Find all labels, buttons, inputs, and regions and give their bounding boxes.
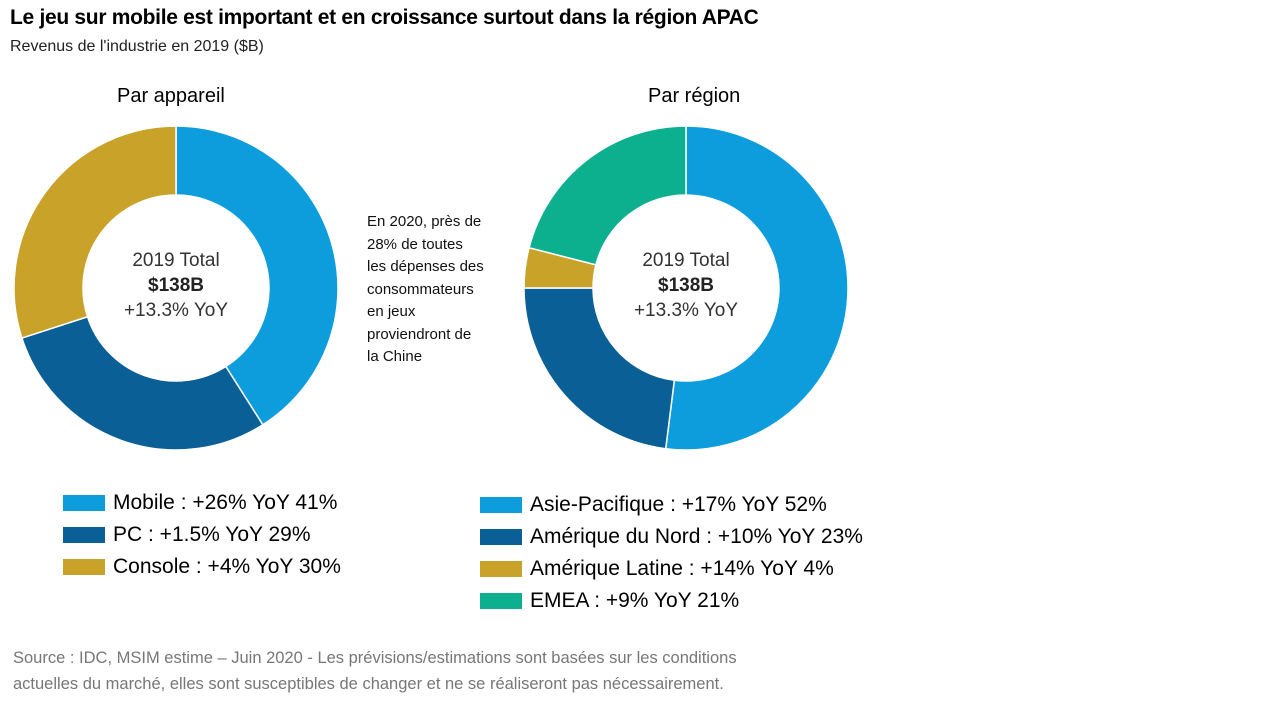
center-line1: 2019 Total bbox=[642, 250, 730, 271]
legend-item: Asie-Pacifique : +17% YoY 52% bbox=[480, 489, 863, 521]
device-legend: Mobile : +26% YoY 41% PC : +1.5% YoY 29% C… bbox=[63, 487, 341, 583]
legend-swatch bbox=[480, 529, 522, 545]
legend-item: Console : +4% YoY 30% bbox=[63, 551, 341, 583]
note-line: en jeux bbox=[367, 303, 416, 320]
legend-label: PC : +1.5% YoY 29% bbox=[113, 523, 311, 546]
chart-subtitle: Revenus de l'industrie en 2019 ($B) bbox=[10, 38, 264, 55]
donut-slice-console bbox=[13, 125, 177, 340]
legend-label: Amérique du Nord : +10% YoY 23% bbox=[530, 525, 863, 548]
legend-swatch bbox=[63, 527, 105, 543]
donut-slice-mobile bbox=[175, 125, 339, 426]
note-line: les dépenses des bbox=[367, 258, 484, 275]
donut-slice-emea bbox=[528, 125, 687, 266]
region-center-label: 2019 Total $138B +13.3% YoY bbox=[593, 248, 779, 323]
note-line: la Chine bbox=[367, 348, 423, 365]
donut-slice-am-rique-du-nord bbox=[523, 287, 676, 450]
note-line: consommateurs bbox=[367, 280, 474, 298]
legend-swatch bbox=[63, 559, 105, 575]
center-total: $138B bbox=[658, 275, 714, 296]
legend-swatch bbox=[480, 497, 522, 513]
legend-swatch bbox=[480, 561, 522, 577]
source-note: Source : IDC, MSIM estime – Juin 2020 - … bbox=[13, 645, 737, 697]
legend-item: Mobile : +26% YoY 41% bbox=[63, 487, 341, 519]
note-line: En 2020, près de bbox=[367, 213, 482, 230]
legend-label: Console : +4% YoY 30% bbox=[113, 555, 341, 578]
legend-label: Asie-Pacifique : +17% YoY 52% bbox=[530, 493, 827, 516]
donut-slice-pc bbox=[20, 315, 264, 451]
region-chart-title: Par région bbox=[648, 85, 741, 107]
legend-item: Amérique Latine : +14% YoY 4% bbox=[480, 553, 863, 585]
china-note: En 2020, près de 28% de toutes les dépen… bbox=[367, 211, 484, 369]
note-line: proviendront de bbox=[367, 325, 472, 343]
device-center-label: 2019 Total $138B +13.3% YoY bbox=[83, 248, 269, 323]
center-total: $138B bbox=[148, 275, 204, 296]
legend-label: Mobile : +26% YoY 41% bbox=[113, 491, 338, 514]
center-growth: +13.3% YoY bbox=[123, 300, 229, 321]
legend-label: EMEA : +9% YoY 21% bbox=[530, 589, 740, 612]
chart-title: Le jeu sur mobile est important et en cr… bbox=[10, 6, 759, 29]
note-line: 28% de toutes bbox=[367, 235, 463, 253]
legend-swatch bbox=[480, 593, 522, 609]
legend-label: Amérique Latine : +14% YoY 4% bbox=[530, 557, 834, 580]
device-chart-title: Par appareil bbox=[117, 85, 225, 107]
center-line1: 2019 Total bbox=[132, 250, 220, 271]
donut-slice-asie-pacifique bbox=[664, 125, 849, 451]
region-legend: Asie-Pacifique : +17% YoY 52% Amérique du… bbox=[480, 489, 863, 617]
source-line: actuelles du marché, elles sont suscepti… bbox=[13, 675, 724, 693]
legend-item: Amérique du Nord : +10% YoY 23% bbox=[480, 521, 863, 553]
legend-item: PC : +1.5% YoY 29% bbox=[63, 519, 341, 551]
center-growth: +13.3% YoY bbox=[633, 300, 739, 321]
legend-item: EMEA : +9% YoY 21% bbox=[480, 585, 863, 617]
source-line: Source : IDC, MSIM estime – Juin 2020 - … bbox=[13, 649, 737, 667]
legend-swatch bbox=[63, 495, 105, 511]
